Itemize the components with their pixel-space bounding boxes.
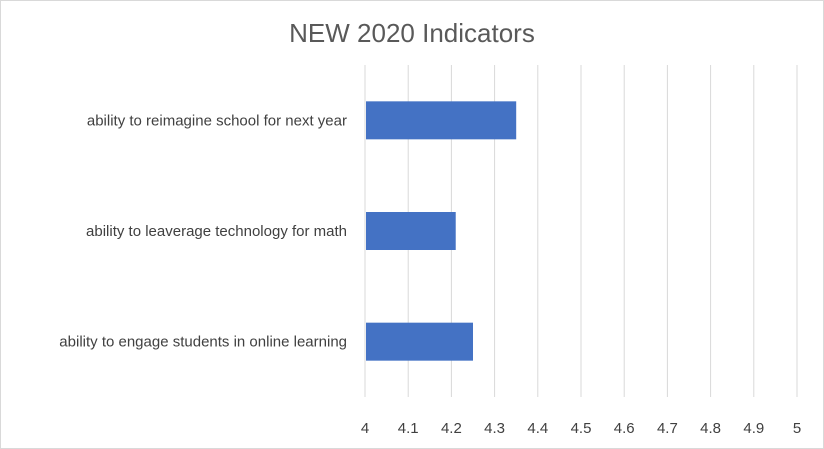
category-label: ability to reimagine school for next yea… bbox=[87, 112, 347, 129]
bar bbox=[366, 322, 473, 361]
category-label: ability to engage students in online lea… bbox=[59, 334, 347, 351]
x-tick-label: 4.8 bbox=[700, 420, 721, 437]
category-label: ability to leaverage technology for math bbox=[86, 223, 347, 240]
x-tick-label: 5 bbox=[793, 420, 801, 437]
bar bbox=[366, 101, 517, 140]
x-tick-label: 4 bbox=[361, 420, 369, 437]
x-tick-label: 4.3 bbox=[484, 420, 505, 437]
x-tick-label: 4.2 bbox=[441, 420, 462, 437]
x-tick-label: 4.5 bbox=[571, 420, 592, 437]
bar bbox=[366, 212, 456, 250]
chart-title: NEW 2020 Indicators bbox=[289, 18, 535, 48]
x-tick-label: 4.4 bbox=[527, 420, 548, 437]
x-tick-label: 4.9 bbox=[743, 420, 764, 437]
x-tick-label: 4.1 bbox=[398, 420, 419, 437]
x-tick-label: 4.6 bbox=[614, 420, 635, 437]
x-tick-label: 4.7 bbox=[657, 420, 678, 437]
